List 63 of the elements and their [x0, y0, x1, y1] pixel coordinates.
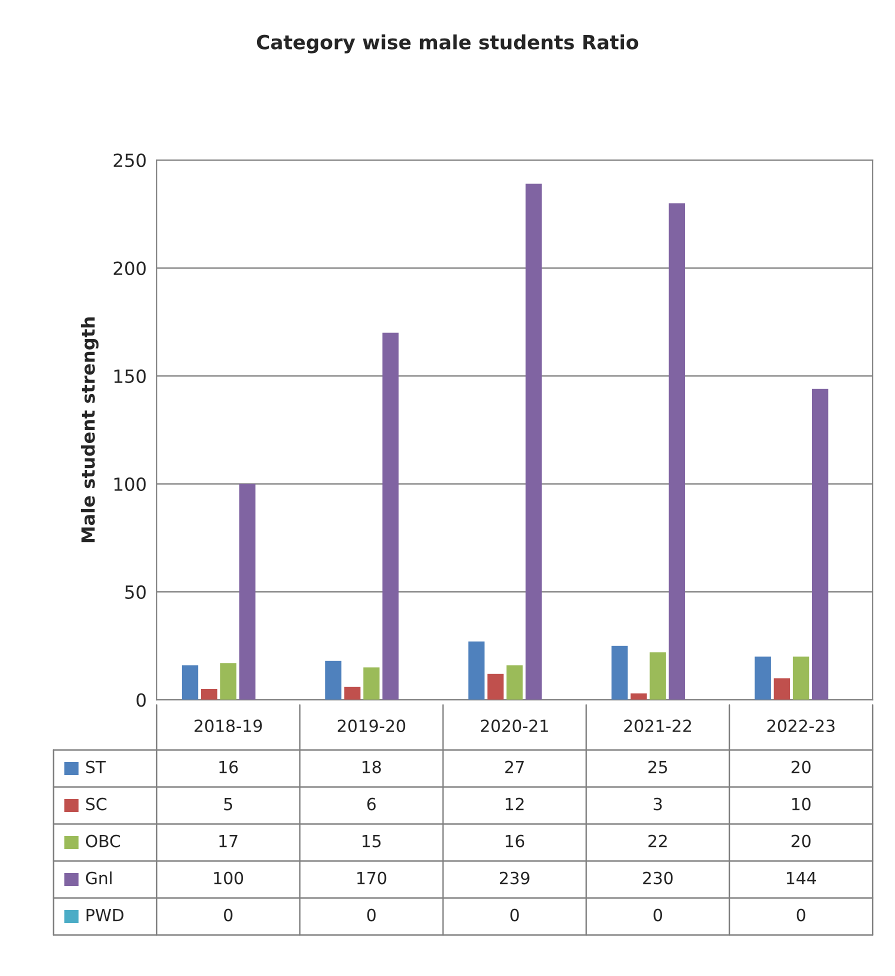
bar	[668, 203, 686, 700]
y-tick-label: 50	[125, 585, 146, 599]
bar	[468, 642, 485, 700]
data-label: 0	[224, 908, 232, 922]
legend-label: OBC	[86, 834, 120, 848]
data-label: 16	[506, 834, 524, 848]
x-tick-label: 2022-23	[767, 720, 835, 732]
data-label: 16	[219, 760, 238, 774]
data-label: 20	[792, 834, 811, 848]
data-label: 230	[643, 872, 673, 884]
bar	[630, 693, 647, 700]
bar	[201, 688, 218, 700]
bar	[792, 656, 810, 700]
data-label: 144	[786, 872, 816, 884]
x-tick-label: 2021-22	[624, 720, 691, 732]
bar	[325, 660, 342, 700]
x-tick-label: 2018-19	[194, 720, 262, 732]
data-label: 0	[510, 908, 519, 922]
legend-label: ST	[86, 760, 106, 774]
bar	[506, 665, 523, 700]
bar	[239, 484, 256, 700]
data-label: 22	[648, 834, 667, 848]
legend-label: PWD	[86, 908, 124, 922]
data-label: 6	[367, 798, 376, 810]
y-tick-label: 100	[114, 477, 146, 492]
data-label: 15	[362, 834, 381, 848]
bar	[344, 686, 360, 700]
data-label: 170	[357, 872, 386, 884]
data-label: 27	[505, 760, 524, 774]
data-label: 0	[796, 908, 806, 922]
bar	[754, 656, 771, 700]
bar	[220, 663, 236, 700]
x-tick-label: 2020-21	[481, 720, 548, 732]
bar	[182, 665, 198, 700]
legend-label: SC	[86, 798, 106, 810]
data-label: 239	[500, 872, 530, 884]
data-label: 12	[506, 798, 524, 810]
chart-title: Category wise male students Ratio	[256, 34, 638, 54]
bar	[612, 646, 628, 700]
x-tick-label: 2019-20	[338, 720, 406, 732]
legend-label: Gnl	[86, 871, 112, 884]
bar	[526, 184, 542, 700]
bar	[382, 332, 399, 700]
bar	[650, 652, 666, 700]
bar	[812, 388, 828, 700]
data-label: 0	[367, 908, 376, 922]
data-label: 20	[792, 760, 811, 774]
data-label: 5	[224, 798, 232, 810]
y-tick-label: 0	[136, 693, 146, 707]
y-tick-label: 250	[114, 154, 146, 168]
y-tick-label: 150	[114, 369, 146, 384]
data-label: 18	[362, 760, 381, 774]
y-tick-label: 200	[114, 261, 146, 276]
data-label: 17	[219, 834, 238, 848]
bar	[363, 667, 380, 700]
y-axis-title: Male student strength	[80, 317, 99, 542]
bar	[774, 678, 790, 700]
data-label: 10	[792, 798, 811, 810]
data-label: 0	[654, 908, 662, 922]
data-label: 100	[214, 872, 244, 884]
data-label: 25	[648, 760, 667, 774]
data-label: 3	[654, 798, 662, 810]
bar	[487, 674, 504, 700]
